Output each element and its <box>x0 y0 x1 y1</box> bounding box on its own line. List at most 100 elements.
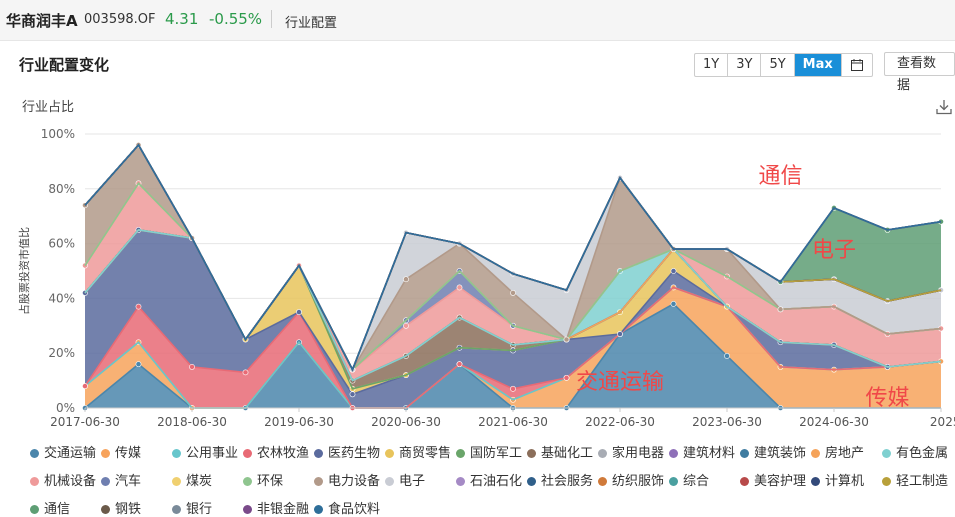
legend-label: 石油石化 <box>470 474 523 489</box>
y-tick-label: 100% <box>41 127 75 141</box>
data-point-医药生物[interactable] <box>670 268 677 274</box>
series-area-医药生物 <box>85 229 941 408</box>
legend-dot-icon <box>740 449 749 458</box>
annotation-label: 交通运输 <box>576 369 665 395</box>
annotation-label: 通信 <box>758 164 803 190</box>
legend-label: 交通运输 <box>44 446 97 461</box>
legend-item-银行[interactable]: 银行 <box>172 498 212 517</box>
chart-title: 行业占比 <box>22 100 75 115</box>
fund-code: 003598.OF <box>84 12 156 27</box>
legend-item-商贸零售[interactable]: 商贸零售 <box>385 442 451 461</box>
range-tab-5y[interactable]: 5Y <box>761 54 795 76</box>
data-point-电力设备[interactable] <box>777 306 784 313</box>
y-tick-label: 0% <box>56 401 75 415</box>
page-tab-industry[interactable]: 行业配置 <box>285 16 338 31</box>
download-icon[interactable] <box>936 99 952 115</box>
fund-nav: 4.31 <box>165 10 199 28</box>
legend-item-食品饮料[interactable]: 食品饮料 <box>314 498 380 517</box>
data-point-农林牧渔[interactable] <box>82 383 88 389</box>
legend-item-电子[interactable]: 电子 <box>385 470 425 489</box>
legend-item-通信[interactable]: 通信 <box>30 498 70 517</box>
data-point-交通运输[interactable] <box>135 361 142 368</box>
data-point-农林牧渔[interactable] <box>563 374 570 381</box>
legend-item-建筑装饰[interactable]: 建筑装饰 <box>740 442 806 461</box>
legend-item-机械设备[interactable]: 机械设备 <box>30 470 96 489</box>
data-point-农林牧渔[interactable] <box>242 369 249 376</box>
legend-item-煤炭[interactable]: 煤炭 <box>172 470 212 489</box>
data-point-医药生物[interactable] <box>349 391 356 398</box>
range-tab-3y[interactable]: 3Y <box>728 54 762 76</box>
data-point-交通运输[interactable] <box>724 353 730 359</box>
legend-item-电力设备[interactable]: 电力设备 <box>314 470 380 489</box>
legend-item-交通运输[interactable]: 交通运输 <box>30 442 96 461</box>
range-tab-max[interactable]: Max <box>794 54 842 76</box>
legend-item-纺织服饰[interactable]: 纺织服饰 <box>598 470 664 489</box>
view-data-button[interactable]: 查看数据 <box>884 52 955 93</box>
legend-item-轻工制造[interactable]: 轻工制造 <box>882 470 948 489</box>
area-chart: 0% 20% 40% 60% 80% 100% 占股票投资市值比 2017-06-30 2018… <box>17 127 955 429</box>
legend-label: 电力设备 <box>328 474 381 489</box>
legend-item-有色金属[interactable]: 有色金属 <box>882 442 948 461</box>
data-point-电力设备[interactable] <box>563 336 570 343</box>
legend-dot-icon <box>172 449 181 458</box>
data-point-机械设备[interactable] <box>456 284 463 291</box>
legend-dot-icon <box>598 449 607 458</box>
legend-label: 汽车 <box>115 474 142 489</box>
data-point-机械设备[interactable] <box>403 322 409 329</box>
data-point-农林牧渔[interactable] <box>189 363 195 370</box>
legend-dot-icon <box>456 477 465 486</box>
legend-item-传媒[interactable]: 传媒 <box>101 442 141 461</box>
legend-item-计算机[interactable]: 计算机 <box>811 470 864 489</box>
legend-dot-icon <box>882 449 891 458</box>
legend-item-公用事业[interactable]: 公用事业 <box>172 442 238 461</box>
data-point-农林牧渔[interactable] <box>135 303 142 310</box>
legend-item-建筑材料[interactable]: 建筑材料 <box>669 442 735 461</box>
legend-label: 有色金属 <box>896 446 949 461</box>
legend-item-农林牧渔[interactable]: 农林牧渔 <box>243 442 309 461</box>
calendar-button[interactable] <box>842 54 872 76</box>
data-point-交通运输[interactable] <box>670 300 677 307</box>
legend-item-汽车[interactable]: 汽车 <box>101 470 141 489</box>
legend-item-医药生物[interactable]: 医药生物 <box>314 442 380 461</box>
series-area-传媒 <box>85 287 941 408</box>
legend-dot-icon <box>456 449 465 458</box>
x-tick-label: 2021-06-30 <box>478 415 548 429</box>
legend-dot-icon <box>172 477 181 486</box>
legend-label: 建筑材料 <box>683 446 736 461</box>
legend-dot-icon <box>669 477 678 486</box>
legend-item-社会服务[interactable]: 社会服务 <box>527 470 593 489</box>
x-tick-label: 2018-06-30 <box>157 415 227 429</box>
legend-label: 基础化工 <box>541 446 594 461</box>
legend-label: 传媒 <box>115 446 142 461</box>
legend-item-房地产[interactable]: 房地产 <box>811 442 864 461</box>
data-point-农林牧渔[interactable] <box>510 385 516 392</box>
legend-item-钢铁[interactable]: 钢铁 <box>101 498 141 517</box>
legend-item-石油石化[interactable]: 石油石化 <box>456 470 522 489</box>
legend-label: 农林牧渔 <box>257 446 310 461</box>
x-tick-label: 2024-06-30 <box>799 415 869 429</box>
data-point-电力设备[interactable] <box>403 276 409 283</box>
legend-dot-icon <box>385 449 394 458</box>
legend-item-综合[interactable]: 综合 <box>669 470 709 489</box>
legend-label: 社会服务 <box>541 474 594 489</box>
series-area-农林牧渔 <box>85 287 941 408</box>
legend-item-基础化工[interactable]: 基础化工 <box>527 442 593 461</box>
legend-label: 家用电器 <box>612 446 665 461</box>
legend-item-美容护理[interactable]: 美容护理 <box>740 470 806 489</box>
series-line-食品饮料 <box>84 143 942 372</box>
range-tab-1y[interactable]: 1Y <box>695 54 729 76</box>
series-area-商贸零售 <box>85 229 941 395</box>
calendar-icon <box>850 59 863 71</box>
data-point-农林牧渔[interactable] <box>456 361 463 368</box>
y-tick-label: 60% <box>48 237 75 251</box>
legend-item-国防军工[interactable]: 国防军工 <box>456 442 522 461</box>
legend-item-家用电器[interactable]: 家用电器 <box>598 442 664 461</box>
data-point-电力设备[interactable] <box>510 290 516 296</box>
legend-dot-icon <box>811 477 820 486</box>
legend-item-环保[interactable]: 环保 <box>243 470 283 489</box>
data-point-医药生物[interactable] <box>296 309 302 315</box>
data-point-医药生物[interactable] <box>617 331 623 337</box>
legend-item-非银金融[interactable]: 非银金融 <box>243 498 309 517</box>
x-tick-label: 2025-06 <box>930 415 955 429</box>
x-tick-label: 2020-06-30 <box>371 415 441 429</box>
